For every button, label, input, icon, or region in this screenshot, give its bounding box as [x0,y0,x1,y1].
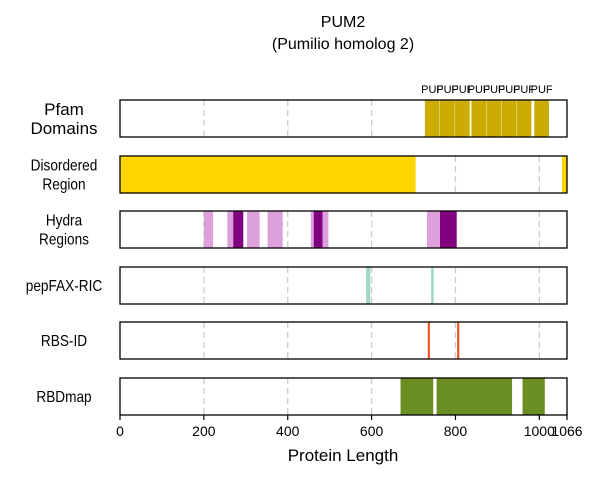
track-4: RBS-ID [41,321,568,360]
segment-bar [233,211,244,248]
chart-title: PUM2 [321,14,366,31]
track-label-line: Pfam [44,100,84,119]
segment-bar [436,378,513,415]
segment-bar [516,100,532,137]
track-frame [119,210,568,249]
segment-bar [313,211,323,248]
track-frame [119,321,568,360]
track-label-line: Disordered [31,158,98,175]
track-5: RBDmap [36,377,568,416]
x-tick-label: 200 [192,423,216,439]
x-tick-label: 1066 [551,423,582,439]
x-axis-label: Protein Length [288,446,399,465]
segment-bar [322,211,329,248]
segment-bar [471,100,487,137]
track-label: Pfam Domains [30,100,97,138]
domain-label: PUF [483,84,505,96]
domain-label: PUF [421,84,443,96]
segment-bar [501,100,517,137]
track-label: RBDmap [36,389,91,406]
x-tick-label: 0 [116,423,124,439]
domain-label: PUF [436,84,458,96]
segment-bar [227,211,234,248]
segment-bar [457,322,460,359]
track-label-line: Hydra [46,213,83,230]
domain-label: PUF [531,84,553,96]
domain-label: PUF [451,84,473,96]
track-label-line: Regions [39,232,89,249]
segment-bar [120,156,416,193]
track-label: pepFAX-RIC [26,278,102,295]
track-label-line: RBDmap [36,389,91,406]
track-frame [119,99,568,138]
segment-bar [424,100,440,137]
segment-bar [439,100,455,137]
segment-bar [534,100,549,137]
segment-bar [439,211,457,248]
segment-bar [455,100,470,137]
track-frame [119,266,568,305]
domain-label: PUF [513,84,535,96]
track-3: pepFAX-RIC [26,266,568,305]
segment-bar [431,267,434,304]
x-tick-label: 1000 [524,423,555,439]
segment-bar [561,156,567,193]
segment-bar [522,378,545,415]
segment-bar [267,211,283,248]
track-label-line: Domains [30,119,97,138]
track-frame [119,155,568,194]
domain-label: PUF [468,84,490,96]
track-label: Hydra Regions [39,213,89,249]
segment-bar [486,100,502,137]
x-tick-label: 800 [444,423,468,439]
track-label-line: pepFAX-RIC [26,278,102,295]
segment-bar [310,211,314,248]
track-label-line: RBS-ID [41,333,87,350]
track-1: Disordered Region [31,155,568,194]
x-tick-label: 400 [276,423,300,439]
track-2: Hydra Regions [39,210,568,249]
track-label: Disordered Region [31,158,98,194]
segment-bar [427,322,430,359]
segment-bar [366,267,371,304]
segment-bar [400,378,434,415]
track-label-line: Region [42,177,85,194]
track-frame [119,377,568,416]
segment-bar [426,211,440,248]
domain-label: PUF [498,84,520,96]
track-label: RBS-ID [41,333,87,350]
segment-bar [203,211,214,248]
chart-subtitle: (Pumilio homolog 2) [272,36,414,53]
x-tick-label: 600 [360,423,384,439]
segment-bar [247,211,260,248]
